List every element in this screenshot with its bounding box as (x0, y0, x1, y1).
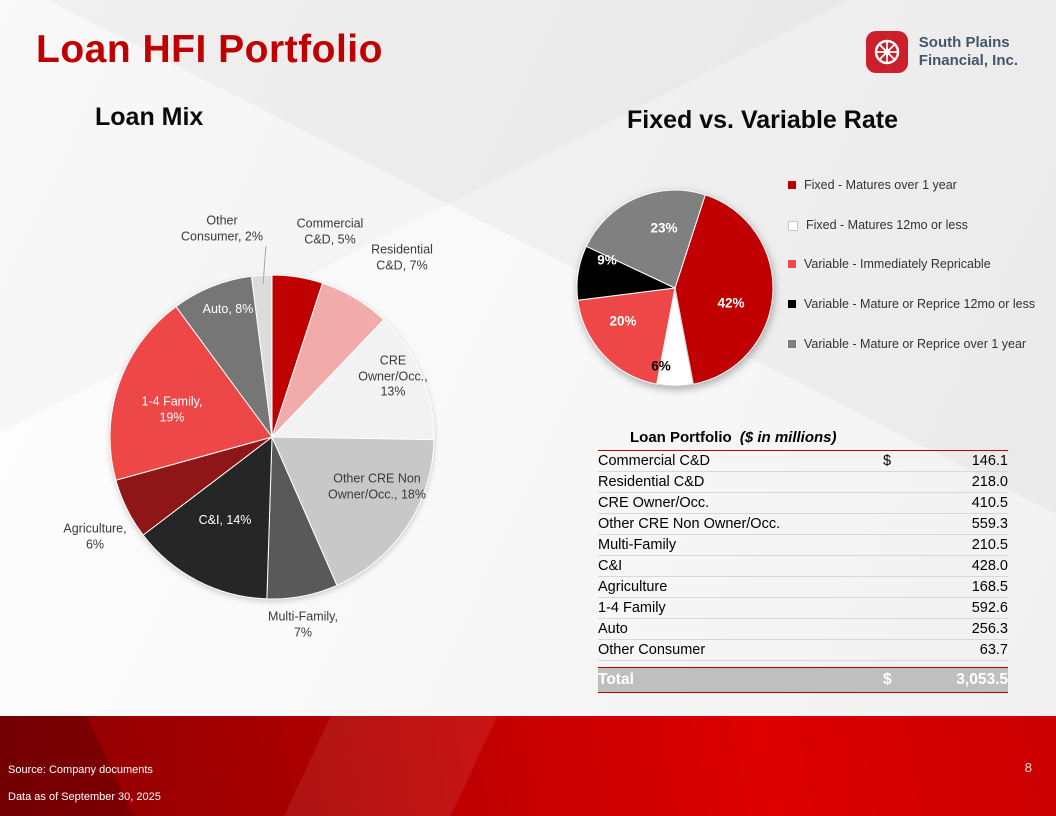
table-row: Other Consumer 63.7 (598, 640, 1008, 661)
table-row: Residential C&D 218.0 (598, 472, 1008, 493)
row-value: 256.3 (971, 621, 1008, 637)
logo-line2: Financial, Inc. (918, 52, 1018, 69)
row-label: Other CRE Non Owner/Occ. (598, 516, 781, 532)
legend-swatch-icon (788, 220, 798, 231)
row-label: Residential C&D (598, 474, 705, 490)
footer-as-of: Data as of September 30, 2025 (8, 791, 161, 803)
legend-label: Fixed - Matures over 1 year (804, 178, 957, 192)
table-rows: Commercial C&D $146.1 Residential C&D 218.0… (598, 451, 1008, 661)
loan-mix-pie-chart (109, 274, 435, 600)
legend-item-variable-immediately-repricable: Variable - Immediately Repricable (788, 257, 1036, 273)
loan-portfolio-table: Loan Portfolio ($ in millions) Commercia… (598, 427, 1008, 693)
row-label: Auto (598, 621, 628, 637)
pie-slice-variable-immediately-repricable (577, 287, 676, 385)
legend-label: Fixed - Matures 12mo or less (806, 217, 968, 232)
pie-slice-other-cre-non-owner-occ (271, 436, 435, 587)
row-value: 218.0 (971, 474, 1008, 490)
total-currency: $ (883, 671, 892, 688)
footer-band: Source: Company documents Data as of Sep… (0, 716, 1056, 816)
row-label: 1-4 Family (598, 600, 666, 616)
company-logo: South Plains Financial, Inc. (865, 30, 1018, 74)
loan-mix-heading: Loan Mix (95, 103, 204, 131)
table-row: 1-4 Family 592.6 (598, 598, 1008, 619)
row-value: 210.5 (971, 537, 1008, 553)
legend-item-variable-mature-or-reprice-over-1-year: Variable - Mature or Reprice over 1 year (788, 337, 1036, 353)
fixed-variable-heading: Fixed vs. Variable Rate (627, 106, 898, 134)
table-row: Agriculture 168.5 (598, 577, 1008, 598)
legend-swatch-icon (788, 339, 796, 348)
legend-label: Variable - Mature or Reprice over 1 year (804, 336, 1027, 351)
logo-wheel-icon (865, 31, 908, 73)
row-value: 592.6 (971, 600, 1008, 616)
table-title: Loan Portfolio ($ in millions) (598, 427, 1008, 451)
slide-title: Loan HFI Portfolio (36, 28, 383, 71)
table-title-text: Loan Portfolio (630, 429, 732, 446)
row-label: Other Consumer (598, 642, 706, 658)
table-row: Commercial C&D $146.1 (598, 451, 1008, 472)
row-value: 410.5 (971, 495, 1008, 511)
row-label: C&I (598, 558, 623, 574)
pie-slice-variable-mature-or-reprice-over-1-year (585, 189, 706, 289)
table-row: C&I 428.0 (598, 556, 1008, 577)
legend-label: Variable - Mature or Reprice 12mo or les… (804, 296, 1036, 311)
legend-item-variable-mature-or-reprice-12mo-or-less: Variable - Mature or Reprice 12mo or les… (788, 297, 1036, 313)
row-value: 63.7 (979, 642, 1008, 658)
pie-slice-cre-owner-occ (270, 319, 435, 441)
row-value: 168.5 (971, 579, 1008, 595)
row-value: 428.0 (971, 558, 1008, 574)
logo-text: South Plains Financial, Inc. (919, 34, 1018, 70)
fixed-variable-pie-chart (576, 189, 774, 387)
table-subtitle: ($ in millions) (739, 429, 837, 446)
page-number: 8 (1024, 760, 1032, 775)
pie-slice-other-consumer (250, 274, 273, 438)
legend-swatch-icon (788, 299, 796, 308)
pie-slice-fixed-matures-over-1-year (674, 194, 774, 385)
total-value: 3,053.5 (956, 671, 1008, 688)
legend-swatch-icon (788, 260, 796, 269)
rate-legend: Fixed - Matures over 1 year Fixed - Matur… (788, 178, 1036, 352)
row-label: CRE Owner/Occ. (598, 495, 710, 511)
legend-swatch-icon (788, 181, 796, 189)
table-row: CRE Owner/Occ. 410.5 (598, 493, 1008, 514)
pie-slice-c-i (142, 435, 273, 600)
row-value: 559.3 (971, 516, 1008, 532)
row-label: Agriculture (598, 579, 668, 595)
footer-source: Source: Company documents (8, 764, 153, 776)
row-currency: $ (883, 453, 892, 469)
row-value: 146.1 (971, 453, 1008, 469)
table-row: Multi-Family 210.5 (598, 535, 1008, 556)
logo-line1: South Plains (918, 34, 1010, 51)
pie-slice-1-4-family (109, 305, 273, 481)
legend-item-fixed-matures-12mo-or-less: Fixed - Matures 12mo or less (788, 218, 1036, 234)
table-total-row: Total $ 3,053.5 (598, 667, 1008, 693)
legend-label: Variable - Immediately Repricable (804, 257, 991, 272)
row-label: Commercial C&D (598, 453, 710, 469)
legend-item-fixed-matures-over-1-year: Fixed - Matures over 1 year (788, 178, 1036, 194)
total-label: Total (598, 671, 634, 688)
table-row: Auto 256.3 (598, 619, 1008, 640)
table-row: Other CRE Non Owner/Occ. 559.3 (598, 514, 1008, 535)
row-label: Multi-Family (598, 537, 677, 553)
